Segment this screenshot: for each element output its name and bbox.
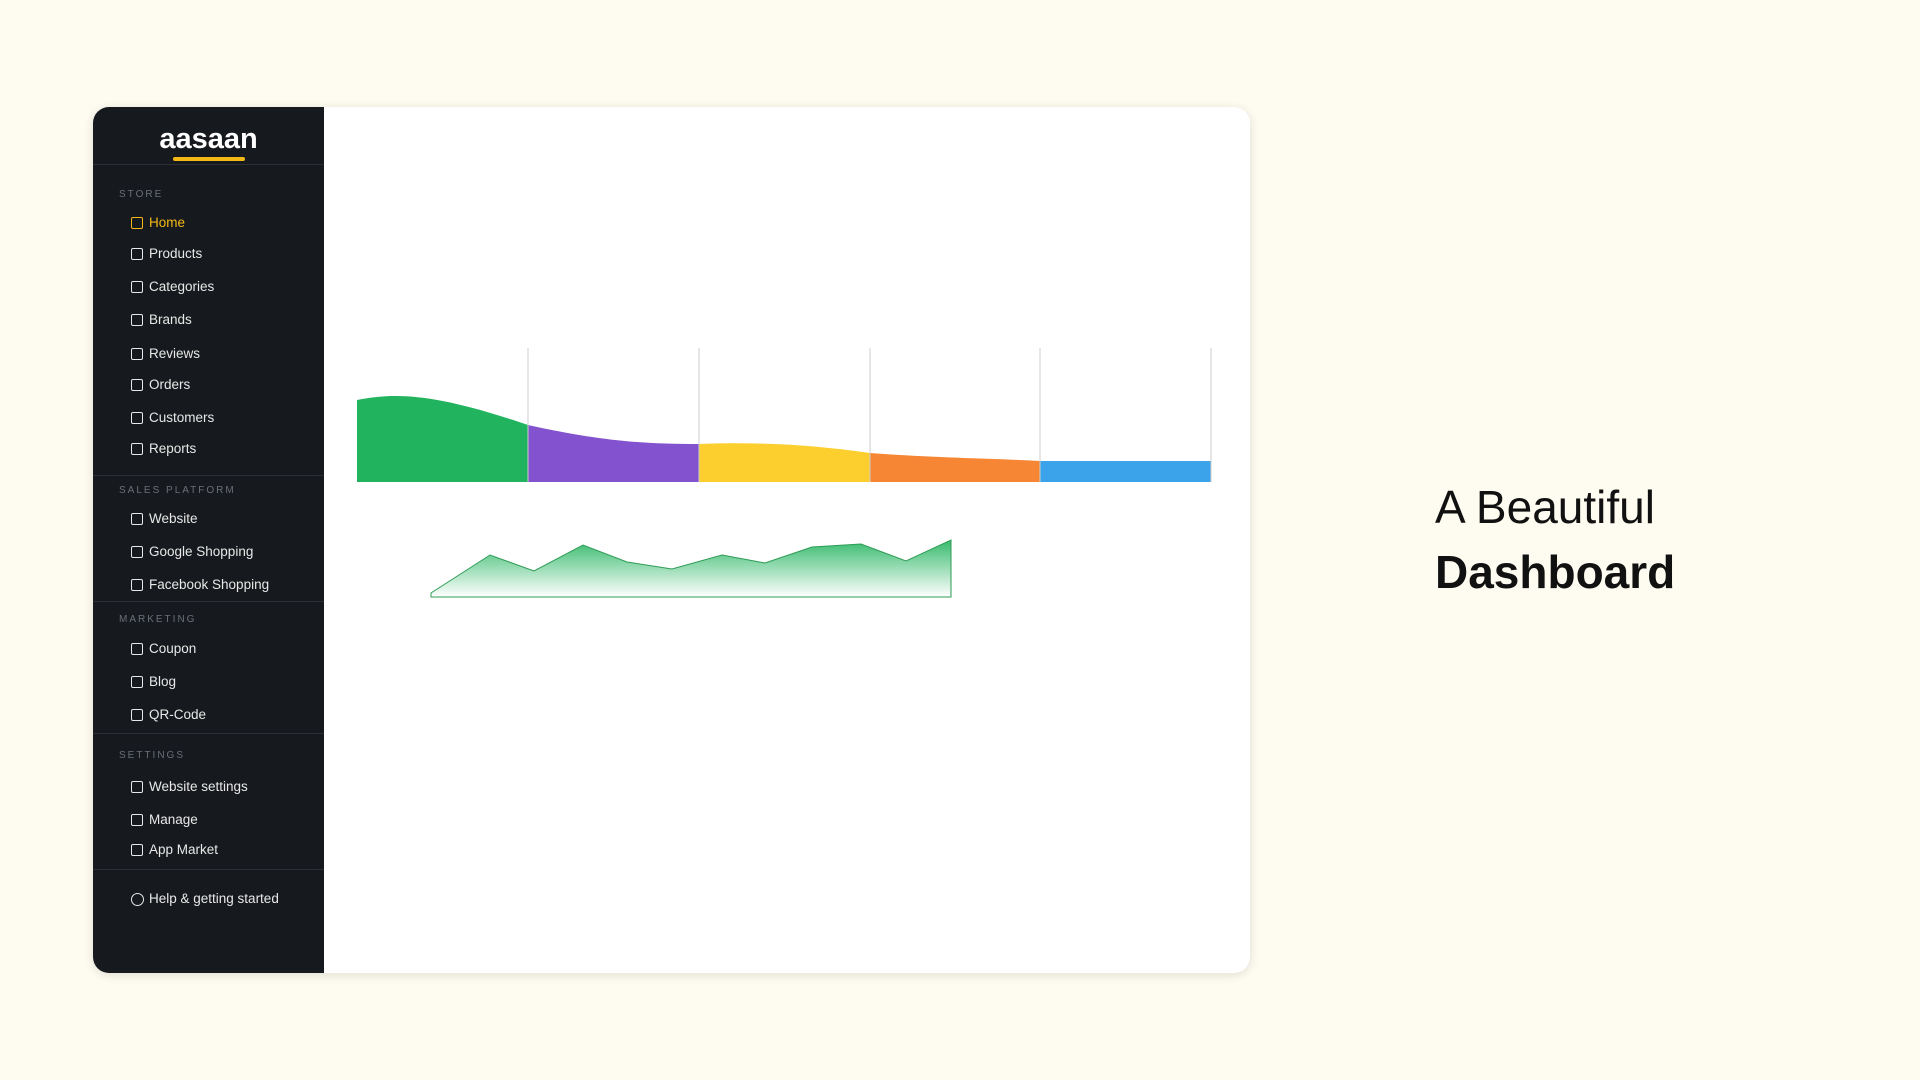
nav-item[interactable]: Reports [149,441,197,456]
divider [93,601,324,602]
nav-icon [131,643,143,655]
logo: aasaan [159,123,258,155]
nav-item[interactable]: Website [149,511,198,526]
dashboard-window: aasaan STORE Home Products Categories Brands R… [93,107,1250,973]
nav-item[interactable]: Facebook Shopping [149,577,270,592]
nav-icon [131,379,143,391]
nav-item[interactable]: Home [149,215,186,230]
logo-underline [173,157,245,161]
nav-item[interactable]: Orders [149,377,191,392]
nav-icon [131,579,143,591]
nav-item[interactable]: Coupon [149,641,197,656]
divider [93,475,324,476]
nav-icon [131,814,143,826]
section-title: SETTINGS [119,750,186,761]
nav-item[interactable]: App Market [149,842,219,857]
nav-item[interactable]: Google Shopping [149,544,254,559]
nav-item[interactable]: Products [149,246,203,261]
nav-icon [131,248,143,260]
nav-item[interactable]: Manage [149,812,198,827]
section-title: STORE [119,189,164,200]
tagline: A Beautiful [1435,481,1655,533]
nav-icon [131,412,143,424]
nav-icon [131,314,143,326]
nav-icon [131,781,143,793]
nav-icon [131,709,143,721]
nav-item[interactable]: QR-Code [149,707,207,722]
nav-icon [131,281,143,293]
tagline: Dashboard [1435,546,1676,598]
nav-icon [131,348,143,360]
sidebar: aasaan STORE Home Products Categories Brands R… [93,107,324,973]
section-title: MARKETING [119,614,197,625]
help-link[interactable]: Help & getting started [149,891,279,906]
divider [93,733,324,734]
divider [93,869,324,870]
nav-icon [131,217,143,229]
nav-item[interactable]: Customers [149,410,215,425]
nav-icon [131,546,143,558]
nav-item[interactable]: Categories [149,279,215,294]
section-title: SALES PLATFORM [119,485,236,496]
nav-item[interactable]: Website settings [149,779,248,794]
nav-icon [131,676,143,688]
help-icon [131,893,144,906]
nav-icon [131,513,143,525]
nav-icon [131,443,143,455]
nav-item[interactable]: Brands [149,312,192,327]
nav-item[interactable]: Blog [149,674,177,689]
divider [93,164,324,165]
nav-item[interactable]: Reviews [149,346,201,361]
nav-icon [131,844,143,856]
